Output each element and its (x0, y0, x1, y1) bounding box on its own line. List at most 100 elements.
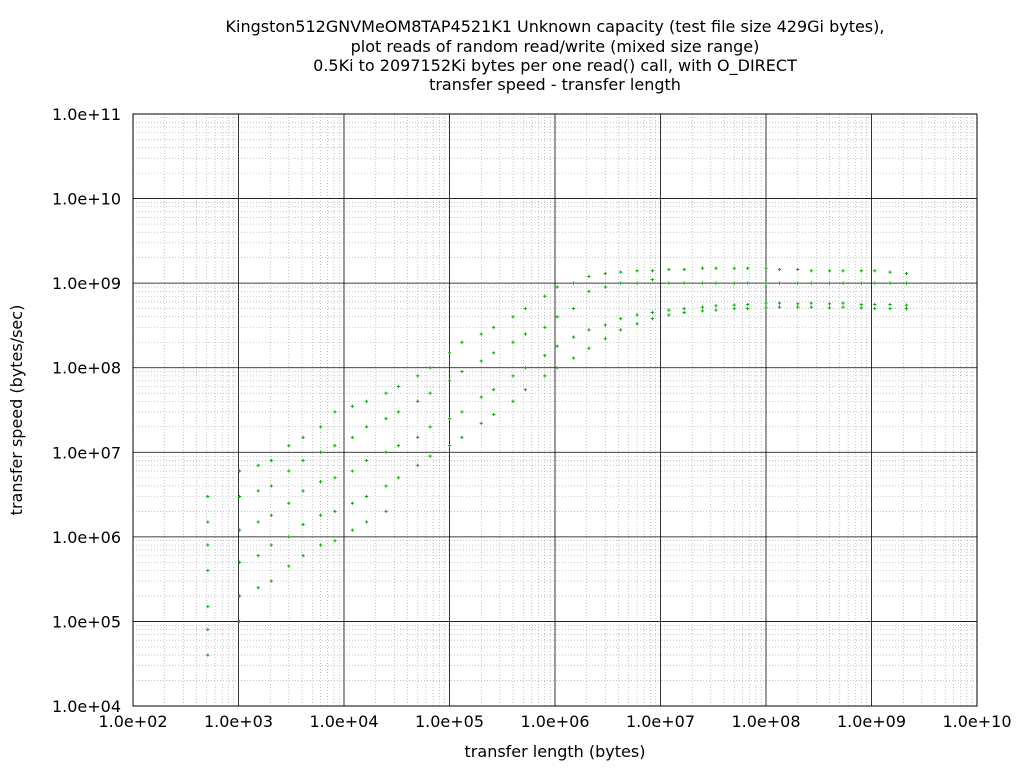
data-point (428, 366, 432, 370)
data-point (350, 404, 354, 408)
data-point (492, 351, 496, 355)
data-point (365, 399, 369, 403)
data-point (764, 306, 768, 310)
data-point (764, 266, 768, 270)
data-point (256, 489, 260, 493)
data-point (287, 443, 291, 448)
data-point (287, 535, 291, 539)
data-point (619, 317, 623, 321)
y-tick-label: 1.0e+05 (52, 612, 121, 631)
data-point (700, 266, 705, 270)
data-point (492, 388, 496, 392)
data-point (796, 267, 800, 272)
data-point (492, 325, 496, 329)
data-point (206, 628, 210, 632)
data-point (746, 307, 750, 311)
data-point (269, 513, 273, 517)
data-point (714, 281, 718, 285)
data-point (603, 323, 607, 327)
data-point (809, 269, 813, 273)
data-point (269, 579, 273, 583)
data-point (237, 528, 242, 532)
data-point (206, 543, 210, 547)
data-point (809, 305, 813, 309)
data-point (888, 307, 892, 311)
data-point (460, 435, 464, 439)
data-point (873, 281, 877, 285)
grid-layer (132, 113, 978, 707)
x-tick-label: 1.0e+06 (520, 712, 589, 731)
data-point (447, 443, 452, 448)
data-point (318, 543, 323, 547)
data-point (764, 301, 768, 305)
data-point (256, 586, 260, 590)
data-point (318, 450, 323, 454)
data-point (732, 281, 736, 285)
x-tick-label: 1.0e+07 (626, 712, 695, 731)
data-point (571, 356, 576, 360)
data-point (256, 463, 260, 467)
data-point (350, 528, 354, 532)
data-point (571, 335, 576, 339)
data-point (350, 469, 354, 473)
data-point (777, 305, 782, 309)
data-point (428, 454, 432, 458)
data-point (764, 281, 768, 285)
data-point (873, 307, 877, 311)
data-point (416, 435, 420, 439)
data-point (206, 520, 210, 524)
data-points-layer (206, 266, 909, 657)
data-point (796, 302, 800, 306)
data-point (635, 313, 639, 317)
data-point (571, 307, 576, 311)
data-point (237, 469, 242, 473)
y-axis-label: transfer speed (bytes/sec) (7, 305, 26, 516)
data-point (523, 388, 528, 392)
data-point (746, 281, 750, 285)
y-tick-label: 1.0e+10 (52, 190, 121, 209)
title-line-1: Kingston512GNVMeOM8TAP4521K1 Unknown cap… (226, 17, 885, 36)
data-point (904, 271, 909, 276)
data-point (543, 374, 547, 378)
data-point (682, 307, 686, 311)
data-point (904, 303, 909, 307)
data-point (384, 417, 388, 421)
data-point (269, 484, 273, 488)
x-tick-label: 1.0e+08 (731, 712, 800, 731)
data-point (809, 301, 813, 305)
data-point (796, 281, 800, 285)
data-point (635, 281, 639, 285)
data-point (587, 274, 591, 279)
data-point (571, 281, 576, 285)
data-point (700, 305, 705, 309)
data-point (301, 522, 305, 527)
data-point (667, 308, 671, 312)
data-point (318, 425, 323, 429)
data-point (333, 509, 337, 513)
data-point (904, 307, 909, 311)
data-point (555, 344, 559, 348)
data-point (650, 278, 655, 282)
data-point (682, 281, 686, 285)
data-point (859, 269, 863, 273)
data-point (732, 307, 736, 311)
data-point (555, 366, 559, 370)
data-point (301, 554, 305, 558)
x-tick-label: 1.0e+03 (204, 712, 273, 731)
y-tick-label: 1.0e+09 (52, 274, 121, 293)
data-point (365, 458, 369, 463)
data-point (333, 443, 337, 448)
data-point (873, 302, 877, 307)
title-line-4: transfer speed - transfer length (429, 75, 681, 94)
data-point (888, 302, 892, 307)
data-point (777, 281, 782, 285)
data-point (841, 269, 845, 273)
chart-title: Kingston512GNVMeOM8TAP4521K1 Unknown cap… (226, 17, 885, 94)
data-point (396, 384, 400, 389)
data-point (777, 267, 782, 272)
data-point (479, 359, 483, 363)
data-point (269, 458, 273, 463)
data-point (237, 594, 242, 598)
data-point (416, 374, 420, 378)
